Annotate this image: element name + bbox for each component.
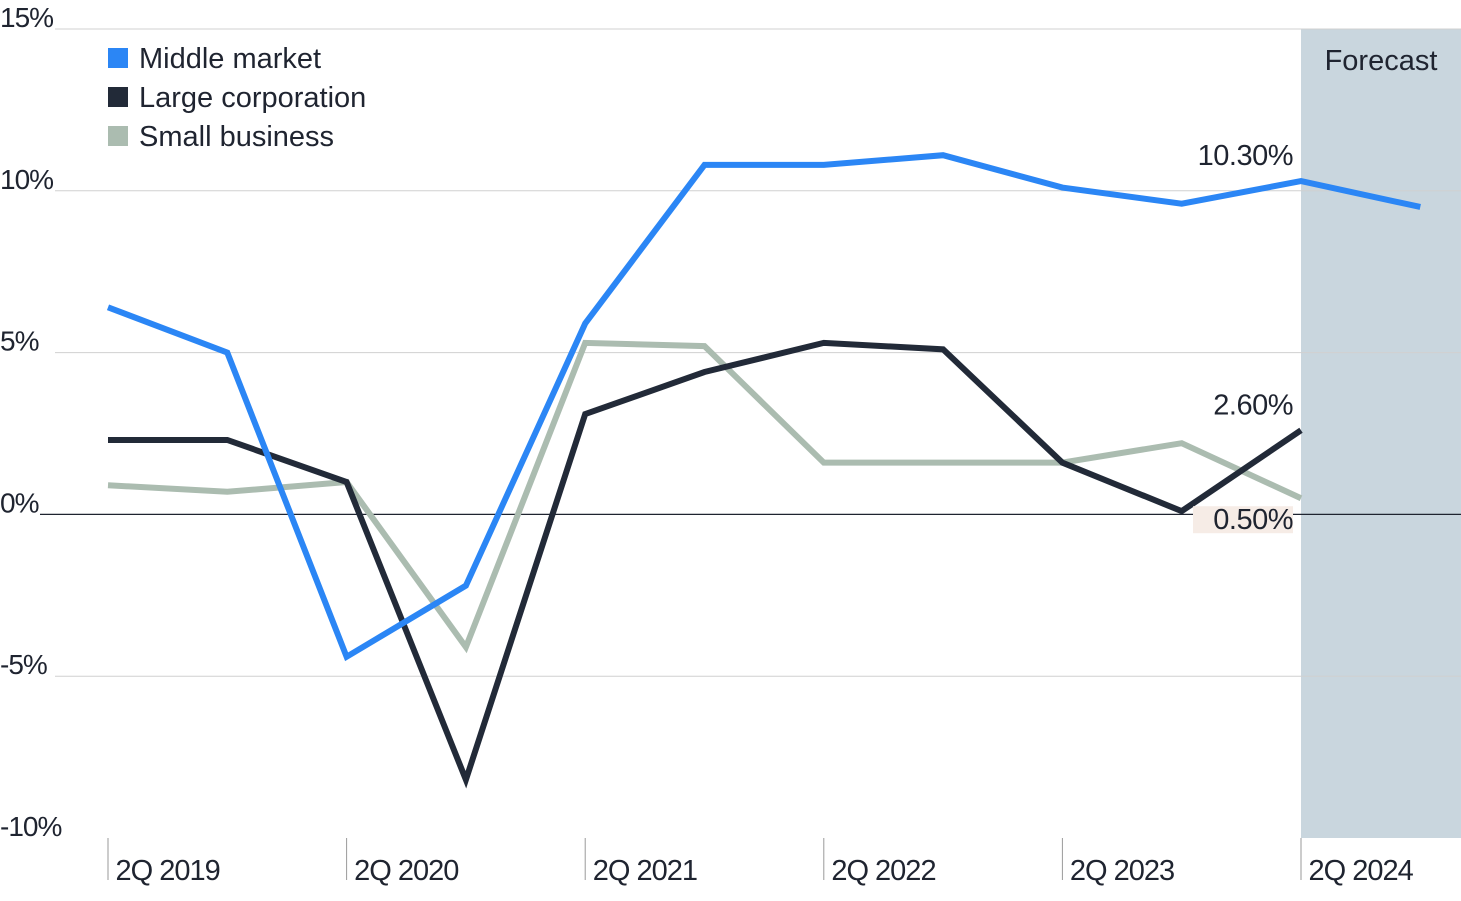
x-tick-label: 2Q 2022 — [831, 855, 935, 887]
legend: Middle market Large corporation Small busi… — [108, 43, 366, 153]
legend-swatch-large-corporation — [108, 87, 128, 107]
y-tick-label: 0% — [0, 487, 39, 518]
end-label-middle-market: 10.30% — [1198, 140, 1293, 172]
y-tick-label: 5% — [0, 326, 39, 357]
series-lines — [106, 152, 1421, 789]
y-tick-label: -10% — [0, 811, 61, 842]
series-line-large-corporation — [108, 339, 1303, 789]
gridlines — [40, 28, 1461, 677]
series-line-small-business — [107, 339, 1303, 654]
legend-swatch-small-business — [108, 126, 128, 146]
end-value-labels: 10.30% 2.60% 0.50% — [1193, 140, 1294, 536]
x-tick-label: 2Q 2024 — [1309, 855, 1414, 887]
x-axis: 2Q 2019 2Q 2020 2Q 2021 2Q 2022 2Q 2023 2Q 20… — [107, 838, 1415, 887]
y-tick-label: -5% — [0, 649, 47, 680]
end-label-highlight — [1193, 506, 1293, 534]
series-line-middle-market — [106, 152, 1421, 662]
x-tick-label: 2Q 2019 — [116, 855, 220, 887]
legend-swatch-middle-market — [108, 48, 128, 68]
x-tick-label: 2Q 2020 — [354, 855, 458, 887]
legend-label-small-business: Small business — [139, 121, 334, 153]
end-label-large-corporation: 2.60% — [1213, 389, 1293, 421]
legend-label-large-corporation: Large corporation — [139, 82, 366, 114]
y-axis-tick-labels: 15% 10% 5% 0% -5% -10% — [0, 2, 62, 842]
y-tick-label: 15% — [0, 2, 53, 33]
x-tick-label: 2Q 2021 — [593, 855, 697, 887]
end-label-small-business: 0.50% — [1213, 504, 1293, 536]
x-tick-label: 2Q 2023 — [1070, 855, 1174, 887]
y-tick-label: 10% — [0, 164, 53, 195]
forecast-band — [1301, 29, 1461, 838]
forecast-label: Forecast — [1325, 45, 1438, 77]
legend-label-middle-market: Middle market — [139, 43, 321, 75]
